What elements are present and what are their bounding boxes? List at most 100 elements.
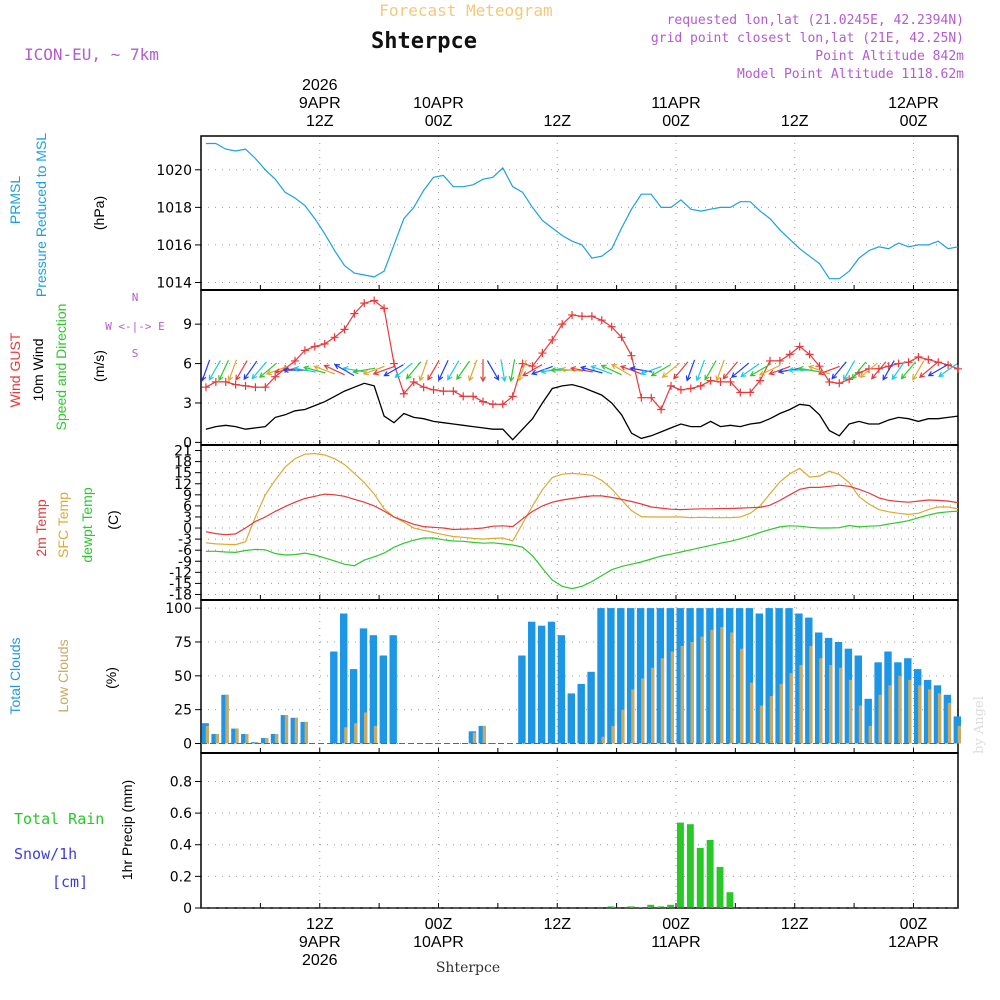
time-label-top: 00Z <box>425 113 453 130</box>
wind-unit: (m/s) <box>91 350 107 382</box>
time-label-top: 00Z <box>662 113 690 130</box>
time-label-top: 12Z <box>543 113 571 130</box>
time-label-bottom: 00Z <box>425 916 453 933</box>
wind-arrow <box>797 366 821 373</box>
wind-gust-marker <box>419 383 428 392</box>
cloud-label-total: Total Clouds <box>7 637 23 714</box>
cloud-low-bar <box>848 679 853 744</box>
cloud-low-bar <box>205 725 209 744</box>
cloud-total-bar <box>696 608 704 744</box>
wind-arrow <box>749 364 770 377</box>
dewpt-temp-line <box>205 510 959 590</box>
model-name: ICON-EU, ~ 7km <box>24 45 159 64</box>
cloud-low-bar <box>730 632 734 744</box>
wind-arrow <box>342 366 366 373</box>
wind-tick-label: 3 <box>183 396 192 412</box>
cloud-low-bar <box>601 736 605 744</box>
wind-gust-marker <box>439 387 448 396</box>
cloud-low-bar <box>898 675 902 744</box>
precip-tick-label: 0.6 <box>170 806 192 822</box>
cloud-total-bar <box>547 621 556 744</box>
time-label-top: 10APR <box>413 95 464 112</box>
rain-bar <box>607 906 615 908</box>
cloud-total-bar <box>844 648 853 744</box>
wind-gust-marker <box>577 312 586 321</box>
wind-gust-marker <box>944 360 953 369</box>
cloud-total-bar <box>330 651 338 744</box>
wind-arrow <box>891 360 906 381</box>
cloud-total-bar <box>686 608 694 744</box>
wind-label-speed: Speed and Direction <box>53 304 69 431</box>
cloud-low-bar <box>621 709 625 744</box>
cloud-low-bar <box>799 665 803 744</box>
clouds-tick-label: 50 <box>174 669 192 685</box>
wind-gust-marker <box>211 377 220 386</box>
cloud-low-bar <box>294 717 298 744</box>
wind-gust-marker <box>587 312 596 321</box>
footer-station: Shterpce <box>436 960 500 976</box>
wind-arrow <box>639 365 662 376</box>
wind-arrow <box>758 364 781 376</box>
sfc-temp-line <box>205 452 959 546</box>
cloud-total-bar <box>617 608 625 744</box>
temperature-tick-label: -15 <box>169 576 192 592</box>
wind-tick-label: 9 <box>183 317 192 333</box>
cloud-total-bar <box>735 608 744 744</box>
precip-panel: 0 0.2 0.4 0.6 0.8 <box>170 752 959 917</box>
wind-gust-marker <box>726 377 735 386</box>
pressure-label-full: Pressure Reduced to MSL <box>33 133 49 297</box>
temperature-frame <box>200 444 959 601</box>
wind-gust-marker <box>231 380 240 389</box>
wind-arrow <box>362 365 385 376</box>
cloud-low-bar <box>344 727 348 744</box>
wind-gust-marker <box>924 355 933 364</box>
wind-gust-marker <box>657 405 666 414</box>
wind-gust-marker <box>399 389 408 398</box>
temperature-tick-label: -18 <box>169 587 192 603</box>
wind-gust-marker <box>488 400 497 409</box>
wind-gust-marker <box>676 385 685 394</box>
precip-tick-label: 0 <box>183 901 192 917</box>
legend-snow-unit: [cm] <box>52 873 88 891</box>
wind-label-10m: 10m Wind <box>30 338 46 401</box>
wind-arrow <box>619 365 643 375</box>
wind-gust-marker <box>775 356 784 365</box>
clouds-tick-label: 25 <box>174 703 192 719</box>
cloud-total-bar <box>290 717 298 744</box>
wind-gust-marker <box>864 364 873 373</box>
wind-gust-marker <box>479 397 488 406</box>
pressure-tick-label: 1018 <box>156 200 192 216</box>
time-label-bottom: 10APR <box>413 934 464 951</box>
cloud-total-bar <box>943 694 952 744</box>
wind-gust-marker <box>825 377 834 386</box>
cloud-low-bar <box>759 705 764 744</box>
temperature-tick-label: -12 <box>169 565 192 581</box>
cloud-low-bar <box>245 734 249 744</box>
cloud-low-bar <box>809 646 813 744</box>
time-label-bottom: 11APR <box>651 934 701 951</box>
cloud-total-bar <box>933 685 942 744</box>
cloud-total-bar <box>260 738 269 744</box>
cloud-total-bar <box>716 608 724 744</box>
cloud-total-bar <box>834 642 843 744</box>
cloud-low-bar <box>472 732 477 744</box>
rain-bar <box>657 906 665 908</box>
wind-arrow <box>405 361 422 380</box>
wind-arrow <box>251 361 267 380</box>
wind-gust-marker <box>291 356 300 365</box>
wind-gust-marker <box>696 381 705 390</box>
cloud-total-bar <box>379 655 387 744</box>
cloud-low-bar <box>373 725 378 744</box>
wind-gust-marker <box>667 381 676 390</box>
wind-arrow <box>817 365 840 376</box>
wind-arrow <box>730 362 750 379</box>
temperature-tick-label: 3 <box>183 510 192 526</box>
cloud-low-bar <box>839 667 843 744</box>
cloud-low-bar <box>651 667 655 744</box>
wind-arrow <box>418 359 428 382</box>
compass-north: N <box>132 291 139 304</box>
wind-gust-marker <box>934 358 943 367</box>
wind-arrow <box>333 363 355 377</box>
legend-snow: Snow/1h <box>14 845 77 863</box>
